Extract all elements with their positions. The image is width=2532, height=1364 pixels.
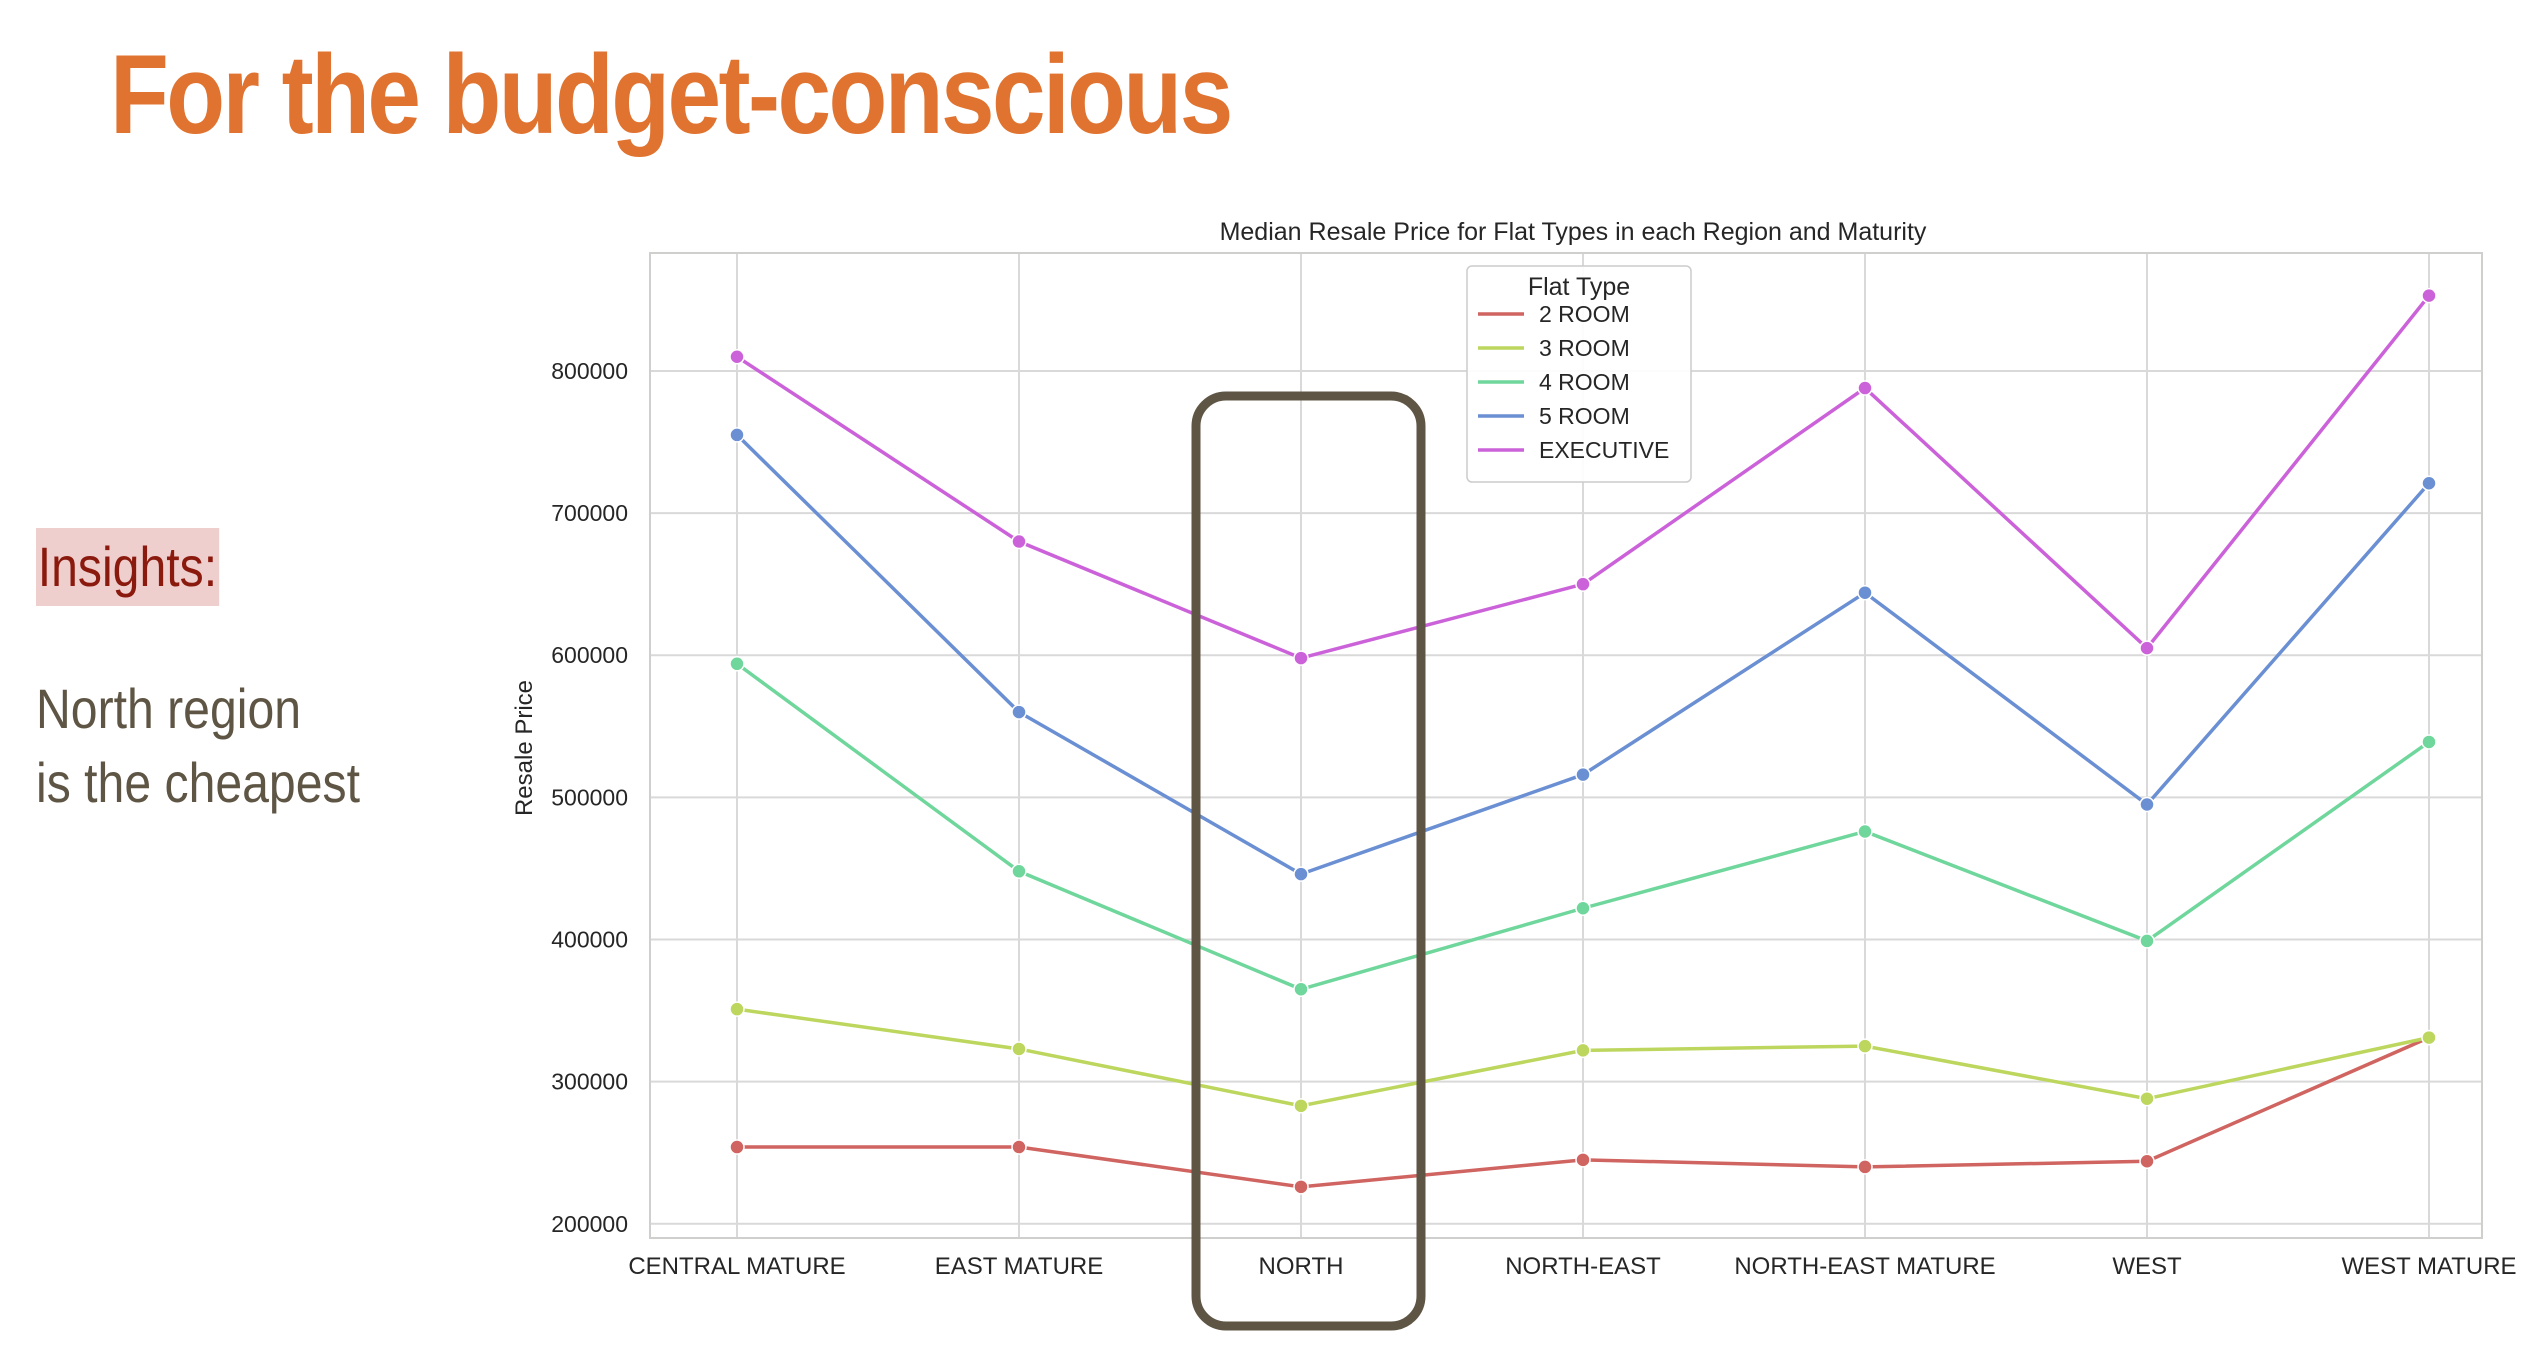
data-point xyxy=(1293,1179,1309,1195)
data-point xyxy=(2139,640,2155,656)
data-point xyxy=(2139,796,2155,813)
legend: Flat Type 2 ROOM 3 ROOM 4 ROOM 5 ROOM EXECUT… xyxy=(1466,265,1692,483)
data-point xyxy=(1293,650,1309,666)
data-point xyxy=(2139,1153,2155,1169)
series-executive xyxy=(729,287,2437,666)
x-tick-label: NORTH xyxy=(1259,1253,1344,1280)
grid-lines xyxy=(650,253,2482,1238)
legend-box xyxy=(1466,265,1692,483)
axis-ticks: 200000 300000 400000 500000 600000 700000 8000… xyxy=(551,358,2516,1280)
legend-label: 5 ROOM xyxy=(1539,403,1630,429)
series-3-room xyxy=(729,1001,2437,1114)
data-point xyxy=(1575,900,1591,916)
data-point xyxy=(729,1001,745,1017)
data-point xyxy=(1575,1152,1591,1168)
legend-item: 4 ROOM xyxy=(1478,369,1630,395)
y-tick-label: 200000 xyxy=(551,1211,628,1237)
y-tick-label: 800000 xyxy=(551,358,628,384)
data-point xyxy=(1011,1041,1027,1057)
data-point xyxy=(1857,584,1873,601)
legend-label: 2 ROOM xyxy=(1539,301,1630,327)
x-tick-label: NORTH-EAST MATURE xyxy=(1734,1253,1995,1280)
slide-title: For the budget-conscious xyxy=(110,32,1233,157)
series-4-room xyxy=(729,656,2437,998)
insights-label: Insights: xyxy=(36,528,219,606)
legend-title: Flat Type xyxy=(1528,273,1630,301)
y-tick-label: 500000 xyxy=(551,784,628,810)
data-point xyxy=(1011,533,1027,550)
x-tick-label: WEST MATURE xyxy=(2341,1253,2516,1280)
data-point xyxy=(2421,734,2437,750)
data-point xyxy=(1293,981,1309,998)
data-point xyxy=(1575,766,1591,783)
data-point xyxy=(1011,704,1027,720)
data-point xyxy=(1857,1159,1873,1175)
data-point xyxy=(1011,863,1027,880)
data-point xyxy=(729,656,745,672)
north-highlight-box xyxy=(1191,391,1426,1331)
data-point xyxy=(1011,1139,1027,1155)
data-point xyxy=(729,427,745,443)
x-tick-label: EAST MATURE xyxy=(935,1253,1103,1280)
legend-item: 5 ROOM xyxy=(1478,403,1630,429)
data-point xyxy=(1857,823,1873,840)
data-point xyxy=(1293,1098,1309,1114)
data-point xyxy=(2139,1090,2155,1107)
data-point xyxy=(1575,1042,1591,1059)
legend-item: 2 ROOM xyxy=(1478,301,1630,327)
data-point xyxy=(2421,1029,2437,1046)
y-tick-label: 300000 xyxy=(551,1069,628,1095)
data-point xyxy=(729,349,745,365)
chart-title: Median Resale Price for Flat Types in ea… xyxy=(1220,218,1927,246)
x-tick-label: CENTRAL MATURE xyxy=(628,1253,845,1280)
insight-line-1: North region xyxy=(36,677,302,740)
plot-frame xyxy=(649,252,2483,1239)
data-point xyxy=(1857,1038,1873,1054)
y-tick-label: 600000 xyxy=(551,642,628,668)
data-point xyxy=(729,1139,745,1155)
insights-text: North region is the cheapest xyxy=(36,672,360,820)
data-point xyxy=(2139,933,2155,949)
legend-item: 3 ROOM xyxy=(1478,335,1630,361)
legend-label: 3 ROOM xyxy=(1539,335,1630,361)
data-point xyxy=(2421,287,2437,304)
series-5-room xyxy=(729,427,2437,882)
data-point xyxy=(1857,380,1873,396)
insight-line-2: is the cheapest xyxy=(36,751,360,814)
data-point xyxy=(2421,475,2437,492)
x-tick-label: NORTH-EAST xyxy=(1505,1253,1661,1280)
y-axis-label: Resale Price xyxy=(511,680,538,816)
legend-item: EXECUTIVE xyxy=(1478,437,1669,463)
data-point xyxy=(1293,866,1309,882)
y-tick-label: 400000 xyxy=(551,927,628,953)
x-tick-label: WEST xyxy=(2112,1253,2182,1280)
legend-label: 4 ROOM xyxy=(1539,369,1630,395)
legend-label: EXECUTIVE xyxy=(1539,437,1669,463)
data-point xyxy=(1575,576,1591,592)
series-lines xyxy=(729,287,2437,1195)
y-tick-label: 700000 xyxy=(551,500,628,526)
